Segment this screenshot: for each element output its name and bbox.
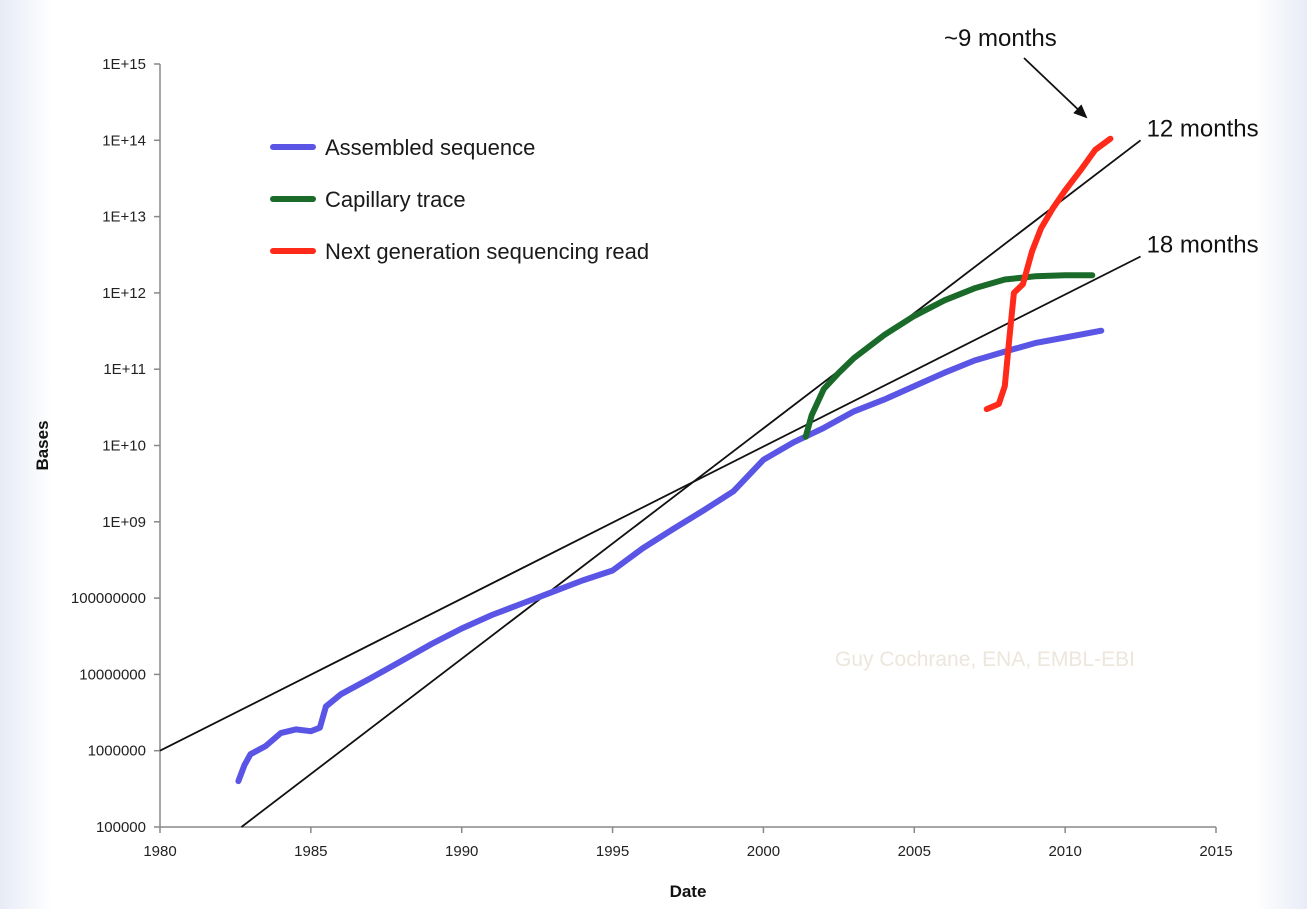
y-tick-label: 1E+09 — [102, 514, 146, 531]
y-tick-label: 1E+13 — [102, 209, 146, 226]
x-ticks: 1980 1985 1990 1995 2000 2005 2010 2015 — [143, 827, 1233, 860]
x-tick-label: 1995 — [596, 843, 629, 860]
y-tick-label: 1E+14 — [102, 132, 146, 149]
trend-line-label: 12 months — [1147, 115, 1259, 142]
series-lines — [235, 135, 1114, 785]
trend-line-18-months — [159, 255, 1141, 752]
watermark-credit: Guy Cochrane, ENA, EMBL-EBI — [835, 648, 1135, 671]
trend-line-label: 18 months — [1147, 231, 1259, 258]
annotation-9-months-text: ~9 months — [944, 25, 1057, 52]
legend: Assembled sequence Capillary trace Next ge… — [270, 135, 649, 264]
legend-label: Next generation sequencing read — [325, 239, 649, 264]
x-tick-label: 1985 — [294, 843, 327, 860]
x-tick-label: 1990 — [445, 843, 478, 860]
y-tick-label: 1E+12 — [102, 285, 146, 302]
x-tick-label: 2015 — [1199, 843, 1232, 860]
x-tick-label: 2000 — [747, 843, 780, 860]
y-axis-title: Bases — [33, 420, 52, 470]
y-tick-label: 100000000 — [71, 590, 146, 607]
y-tick-label: 10000000 — [79, 666, 146, 683]
series-line-capillary-trace — [802, 272, 1096, 440]
x-tick-label: 2010 — [1048, 843, 1081, 860]
x-tick-label: 1980 — [143, 843, 176, 860]
x-axis-title: Date — [670, 882, 707, 901]
y-tick-label: 1E+15 — [102, 56, 146, 73]
annotation-arrow — [1023, 57, 1088, 119]
y-tick-label: 1000000 — [88, 743, 146, 760]
series-line-assembled-sequence — [235, 327, 1105, 785]
axes — [159, 64, 1216, 828]
annotation-9-months: ~9 months — [944, 25, 1088, 119]
y-tick-label: 1E+10 — [102, 438, 146, 455]
legend-label: Capillary trace — [325, 187, 466, 212]
legend-label: Assembled sequence — [325, 135, 535, 160]
x-tick-label: 2005 — [898, 843, 931, 860]
y-tick-label: 100000 — [96, 819, 146, 836]
y-ticks: 100000 1000000 10000000 100000000 1E+09 1E+10… — [71, 56, 160, 836]
series-line-next-generation-sequencing-read — [983, 135, 1114, 413]
y-tick-label: 1E+11 — [103, 361, 146, 378]
trend-lines: 12 months 18 months — [159, 115, 1259, 828]
